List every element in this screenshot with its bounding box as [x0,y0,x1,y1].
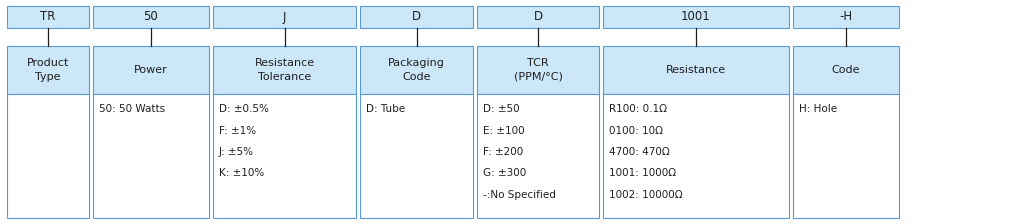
Bar [603,94,789,218]
Bar [360,6,473,28]
Text: 1001: 1001 [682,11,711,24]
Text: F: ±200: F: ±200 [483,147,523,157]
Text: Code: Code [831,65,860,75]
Text: D: D [533,11,542,24]
Bar [213,94,356,218]
Text: D: D [412,11,421,24]
Bar [213,46,356,94]
Text: G: ±300: G: ±300 [483,168,526,179]
Text: F: ±1%: F: ±1% [219,125,256,136]
Bar [7,94,89,218]
Text: Resistance
Tolerance: Resistance Tolerance [254,58,315,82]
Bar [477,94,599,218]
Bar [477,6,599,28]
Bar [213,6,356,28]
Bar [93,46,209,94]
Text: D: ±50: D: ±50 [483,104,520,114]
Text: Product
Type: Product Type [27,58,70,82]
Text: 1001: 1000Ω: 1001: 1000Ω [609,168,677,179]
Text: -:No Specified: -:No Specified [483,190,556,200]
Text: E: ±100: E: ±100 [483,125,525,136]
Text: 0100: 10Ω: 0100: 10Ω [609,125,663,136]
Bar [360,46,473,94]
Text: R100: 0.1Ω: R100: 0.1Ω [609,104,667,114]
Bar [360,94,473,218]
Bar [477,46,599,94]
Text: 4700: 470Ω: 4700: 470Ω [609,147,669,157]
Text: TR: TR [40,11,55,24]
Bar [793,6,899,28]
Text: 1002: 10000Ω: 1002: 10000Ω [609,190,683,200]
Bar [93,6,209,28]
Text: H: Hole: H: Hole [800,104,837,114]
Bar [793,46,899,94]
Text: K: ±10%: K: ±10% [219,168,264,179]
Text: Power: Power [134,65,168,75]
Text: Packaging
Code: Packaging Code [388,58,445,82]
Text: J: J [283,11,286,24]
Bar [7,6,89,28]
Bar [603,46,789,94]
Bar [7,46,89,94]
Text: TCR
(PPM/°C): TCR (PPM/°C) [514,58,563,82]
Text: 50: 50 Watts: 50: 50 Watts [99,104,165,114]
Bar [93,94,209,218]
Text: 50: 50 [144,11,159,24]
Bar [793,94,899,218]
Text: J: ±5%: J: ±5% [219,147,254,157]
Text: D: ±0.5%: D: ±0.5% [219,104,269,114]
Text: D: Tube: D: Tube [366,104,405,114]
Text: Resistance: Resistance [666,65,726,75]
Bar [603,6,789,28]
Text: -H: -H [839,11,853,24]
